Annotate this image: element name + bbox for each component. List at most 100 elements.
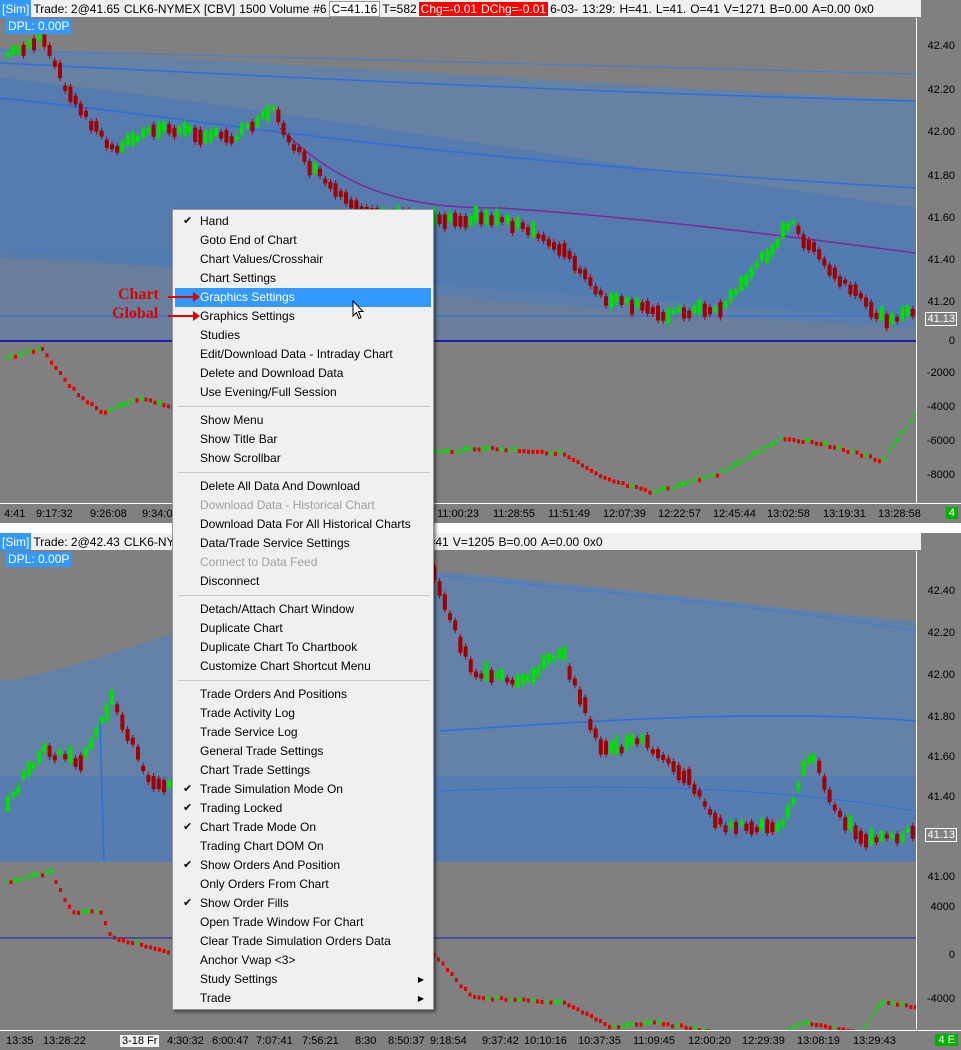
menu-item-disconnect[interactable]: Disconnect [175, 572, 431, 591]
price-scale-label: 42.00 [927, 669, 955, 681]
price-chart-bottom[interactable] [0, 551, 916, 881]
time-axis-label: 12:00:20 [688, 1035, 731, 1047]
price-scale-label: 41.80 [927, 711, 955, 723]
menu-item-delete-all-data-and-download[interactable]: Delete All Data And Download [175, 477, 431, 496]
menu-item-trade-simulation-mode-on[interactable]: ✔ Trade Simulation Mode On [175, 780, 431, 799]
menu-item-label: Duplicate Chart [200, 621, 283, 635]
menu-item-chart-values-crosshair[interactable]: Chart Values/Crosshair [175, 250, 431, 269]
price-scale-label: 41.00 [927, 871, 955, 883]
time-axis-label: 11:51:49 [548, 508, 591, 520]
menu-item-label: Chart Trade Settings [200, 763, 311, 777]
title-field: DChg=-0.01 [479, 1, 549, 16]
price-scale-label: 41.20 [927, 296, 955, 308]
menu-item-label: Download Data For All Historical Charts [200, 517, 411, 531]
subchart-scale-label: -8000 [926, 469, 955, 481]
menu-item-label: Download Data - Historical Chart [200, 498, 375, 512]
title-field: 6-03- [550, 1, 579, 16]
menu-item-label: Edit/Download Data - Intraday Chart [200, 347, 393, 361]
menu-item-download-data-for-all-historical-charts[interactable]: Download Data For All Historical Charts [175, 515, 431, 534]
time-axis-label: 11:00:23 [437, 508, 480, 520]
menu-item-label: Duplicate Chart To Chartbook [200, 640, 358, 654]
menu-item-edit-download-data-intraday-chart[interactable]: Edit/Download Data - Intraday Chart [175, 345, 431, 364]
price-scale-label: 41.60 [927, 212, 955, 224]
menu-item-label: Use Evening/Full Session [200, 385, 337, 399]
checkmark-icon: ✔ [183, 859, 193, 871]
title-field: Trade: 2@42.43 [33, 534, 120, 549]
menu-item-label: Delete All Data And Download [200, 479, 361, 493]
menu-item-graphics-settings[interactable]: Graphics Settings [175, 288, 431, 307]
menu-item-graphics-settings[interactable]: Graphics Settings [175, 307, 431, 326]
mouse-cursor-icon [352, 300, 364, 320]
chart-window-bottom[interactable]: 42.4042.2042.0041.8041.6041.4041.2041.00… [0, 533, 961, 1050]
time-axis-bottom[interactable]: 13:35 13:28:22 3-18 Fr 4:30:32 6:00:47 7:07:4… [0, 1030, 961, 1050]
price-scale-label: 42.40 [927, 585, 955, 597]
chart-context-menu[interactable]: ✔ Hand Goto End of Chart Chart Values/Cross… [172, 209, 434, 1010]
price-scale-label: 42.20 [927, 84, 955, 96]
menu-item-study-settings[interactable]: Study Settings ▶ [175, 970, 431, 989]
menu-item-trading-locked[interactable]: ✔ Trading Locked [175, 799, 431, 818]
time-axis-label: 11:28:55 [493, 508, 536, 520]
menu-item-customize-chart-shortcut-menu[interactable]: Customize Chart Shortcut Menu [175, 657, 431, 676]
menu-item-show-scrollbar[interactable]: Show Scrollbar [175, 449, 431, 468]
menu-separator [178, 406, 430, 407]
checkmark-icon: ✔ [183, 821, 193, 833]
menu-item-anchor-vwap-3[interactable]: Anchor Vwap <3> [175, 951, 431, 970]
menu-item-label: Customize Chart Shortcut Menu [200, 659, 371, 673]
time-axis-label: 9:37:42 [482, 1035, 519, 1047]
menu-item-trade[interactable]: Trade ▶ [175, 989, 431, 1008]
menu-item-detach-attach-chart-window[interactable]: Detach/Attach Chart Window [175, 600, 431, 619]
menu-item-label: Connect to Data Feed [200, 555, 318, 569]
menu-item-trade-activity-log[interactable]: Trade Activity Log [175, 704, 431, 723]
menu-item-label: Disconnect [200, 574, 260, 588]
price-scale-bottom[interactable]: 42.4042.2042.0041.8041.6041.4041.2041.00… [916, 551, 961, 1050]
menu-item-trading-chart-dom-on[interactable]: Trading Chart DOM On [175, 837, 431, 856]
menu-item-trade-orders-and-positions[interactable]: Trade Orders And Positions [175, 685, 431, 704]
menu-item-duplicate-chart[interactable]: Duplicate Chart [175, 619, 431, 638]
time-axis-label: 4:30:32 [167, 1035, 204, 1047]
menu-item-open-trade-window-for-chart[interactable]: Open Trade Window For Chart [175, 913, 431, 932]
menu-item-show-orders-and-position[interactable]: ✔ Show Orders And Position [175, 856, 431, 875]
menu-item-hand[interactable]: ✔ Hand [175, 212, 431, 231]
title-bar-top[interactable]: [Sim] Trade: 2@41.65 CLK6-NYMEX [CBV] 1500 … [0, 0, 921, 18]
menu-item-general-trade-settings[interactable]: General Trade Settings [175, 742, 431, 761]
title-bar-bottom[interactable]: [Sim]Trade: 2@42.43CLK6-NY-0.06DChg=-0.0… [0, 533, 921, 551]
menu-item-clear-trade-simulation-orders-data[interactable]: Clear Trade Simulation Orders Data [175, 932, 431, 951]
menu-item-only-orders-from-chart[interactable]: Only Orders From Chart [175, 875, 431, 894]
menu-item-duplicate-chart-to-chartbook[interactable]: Duplicate Chart To Chartbook [175, 638, 431, 657]
menu-item-chart-trade-mode-on[interactable]: ✔ Chart Trade Mode On [175, 818, 431, 837]
menu-item-trade-service-log[interactable]: Trade Service Log [175, 723, 431, 742]
title-field[interactable]: [Sim] [0, 533, 32, 551]
time-axis-label: 13:28:22 [43, 1035, 86, 1047]
time-axis-top[interactable]: 4:41 9:17:32 9:26:08 9:34:05 11:00:23 11:28:5… [0, 503, 961, 523]
subchart-scale-label: 4000 [930, 901, 955, 913]
subchart-scale-label: 0 [948, 335, 955, 347]
time-axis-label: 9:26:08 [90, 508, 127, 520]
menu-item-show-title-bar[interactable]: Show Title Bar [175, 430, 431, 449]
menu-item-chart-settings[interactable]: Chart Settings [175, 269, 431, 288]
title-field: L=41. [655, 1, 687, 16]
last-price-top: 41.13 [925, 312, 957, 326]
chart-window-top[interactable]: 42.40 42.20 42.00 41.80 41.60 41.40 41.20 0 -200… [0, 0, 961, 523]
subchart-scale-label: 0 [948, 949, 955, 961]
menu-item-use-evening-full-session[interactable]: Use Evening/Full Session [175, 383, 431, 402]
menu-item-show-menu[interactable]: Show Menu [175, 411, 431, 430]
menu-item-label: Show Menu [200, 413, 264, 427]
menu-item-label: Detach/Attach Chart Window [200, 602, 355, 616]
volume-subchart-top [5, 346, 916, 495]
menu-item-delete-and-download-data[interactable]: Delete and Download Data [175, 364, 431, 383]
menu-item-goto-end-of-chart[interactable]: Goto End of Chart [175, 231, 431, 250]
menu-item-label: Goto End of Chart [200, 233, 297, 247]
menu-item-label: Show Scrollbar [200, 451, 281, 465]
menu-item-studies[interactable]: Studies [175, 326, 431, 345]
checkmark-icon: ✔ [183, 897, 193, 909]
menu-item-data-trade-service-settings[interactable]: Data/Trade Service Settings [175, 534, 431, 553]
menu-item-chart-trade-settings[interactable]: Chart Trade Settings [175, 761, 431, 780]
title-field: Trade: 2@41.65 [33, 1, 120, 16]
title-field[interactable]: [Sim] [0, 0, 32, 18]
price-scale-top[interactable]: 42.40 42.20 42.00 41.80 41.60 41.40 41.20 0 -200… [916, 18, 961, 503]
title-field: CLK6-NYMEX [CBV] [123, 1, 236, 16]
checkmark-icon: ✔ [183, 783, 193, 795]
menu-item-show-order-fills[interactable]: ✔ Show Order Fills [175, 894, 431, 913]
menu-separator [178, 680, 430, 681]
time-axis-label: 9:18:54 [430, 1035, 467, 1047]
